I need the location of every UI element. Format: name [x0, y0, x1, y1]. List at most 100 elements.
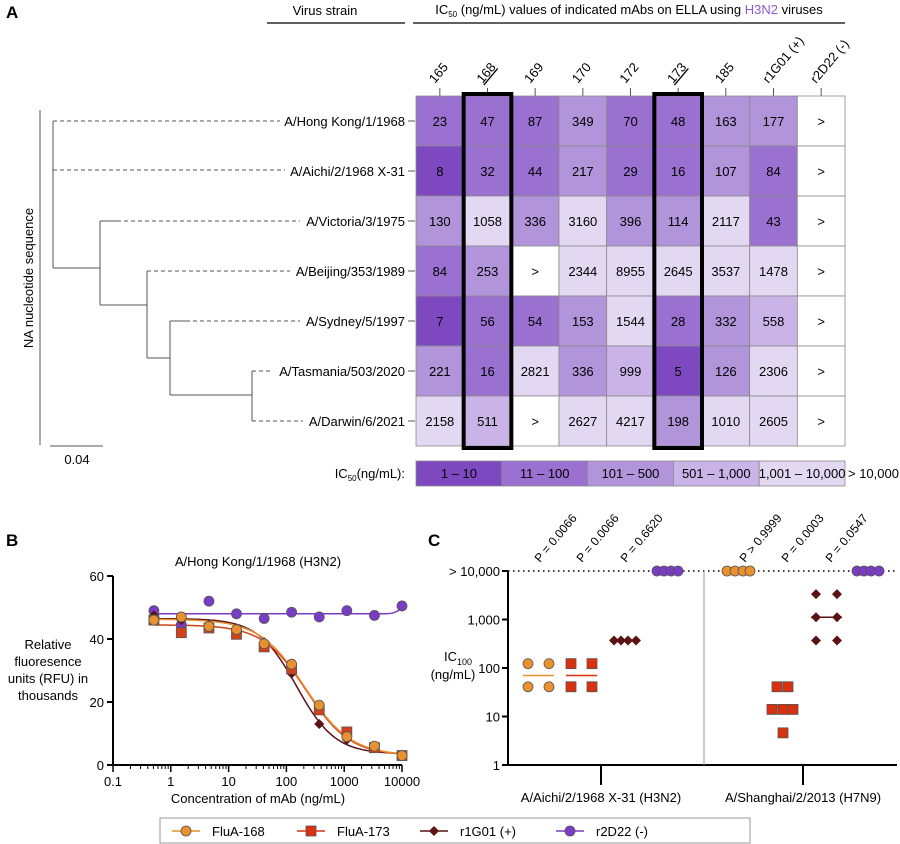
x-tick-label: 100	[276, 774, 298, 789]
heatmap-cell-value: 107	[715, 164, 737, 179]
point-FluA-168	[313, 699, 325, 711]
point-FluA-168	[543, 681, 555, 693]
strain-label: A/Darwin/6/2021	[309, 414, 405, 429]
heatmap-cell	[701, 95, 751, 147]
chart-b-ylabel: Relative fluoresence units (RFU) in thou…	[8, 637, 88, 703]
legend-label: r1G01 (+)	[460, 824, 516, 839]
heatmap-cell-value: 32	[480, 164, 494, 179]
group-label: A/Aichi/2/1968 X-31 (H3N2)	[521, 790, 681, 805]
heatmap-cell	[653, 145, 703, 197]
column-label: 185	[712, 60, 737, 86]
heatmap-cell-value: >	[531, 414, 539, 429]
heatmap-cell-value: 16	[480, 364, 494, 379]
curve-FluA-168	[153, 618, 403, 755]
heatmap-cell	[463, 95, 512, 147]
point-r2D22 (-)	[369, 609, 380, 621]
curve-r2D22 (-)	[153, 607, 403, 615]
heatmap-cell	[796, 95, 846, 147]
heatmap-cell-value: 163	[715, 114, 737, 129]
legend-marker-r2D22 (-)	[564, 825, 576, 837]
chart-b-axes	[112, 576, 402, 766]
point-r2D22 (-)	[258, 613, 270, 624]
chart-c-ylabel: IC100	[444, 649, 472, 667]
legend-label: r2D22 (-)	[596, 824, 648, 839]
svg-text:Relative: Relative	[25, 637, 72, 652]
heatmap-cell	[558, 395, 608, 447]
point-r2D22 (-)	[231, 608, 242, 620]
heatmap-cell-value: 2344	[568, 264, 597, 279]
p-value-label: P = 0.0066	[574, 511, 622, 565]
tree-axis-label: NA nucleotide sequence	[21, 208, 36, 348]
heatmap-cell-value: 2605	[759, 414, 788, 429]
legend-bin-label: 501 – 1,000	[682, 466, 751, 481]
heatmap-cell-value: 2645	[664, 264, 693, 279]
heatmap-cell	[606, 395, 655, 447]
heatmap-cell-value: 29	[623, 164, 637, 179]
heatmap-cell-value: 336	[572, 364, 594, 379]
p-value-label: P = 0.0066	[532, 511, 580, 565]
heatmap-cell-value: 2821	[521, 364, 550, 379]
point-FluA-173	[565, 658, 577, 670]
point-FluA-173	[782, 681, 794, 693]
heatmap-cell	[415, 345, 465, 397]
chart-b-title: A/Hong Kong/1/1968 (H3N2)	[175, 554, 341, 569]
legend-bin	[673, 460, 760, 487]
legend-bin	[415, 460, 503, 487]
ic50-color-legend: 1 – 10 11 – 100 101 – 500 501 – 1,000 1,001 …	[415, 460, 845, 487]
heatmap-cell	[463, 245, 512, 297]
point-FluA-168	[396, 750, 408, 761]
chart-b: 0 20 40 60 0.1 1 10 100 1000 10000	[90, 569, 421, 789]
y-tick-label: 60	[90, 569, 104, 584]
strain-label: A/Victoria/3/1975	[306, 214, 405, 229]
point-FluA-173	[586, 658, 598, 670]
heatmap-cell-value: 2627	[568, 414, 597, 429]
heatmap-cell-value: 336	[524, 214, 546, 229]
heatmap-cell-value: 8	[436, 164, 443, 179]
point-FluA-168	[175, 611, 187, 623]
heatmap-cell	[749, 245, 798, 297]
heatmap-cell-value: 23	[433, 114, 447, 129]
heatmap-cell-value: 217	[572, 164, 594, 179]
x-tick-label: 0.1	[104, 774, 122, 789]
legend-label: FluA-173	[337, 824, 390, 839]
point-FluA-173	[771, 681, 783, 693]
column-label: 165	[426, 60, 451, 86]
column-label: 170	[569, 60, 594, 86]
y-tick-label: 1,000	[467, 613, 500, 628]
heatmap-cell	[606, 195, 655, 247]
strain-label: A/Beijing/353/1989	[296, 264, 405, 279]
point-FluA-173	[766, 704, 778, 715]
strain-labels: A/Hong Kong/1/1968 A/Aichi/2/1968 X-31 A/V…	[279, 114, 415, 429]
heatmap-cell-value: 1544	[616, 314, 645, 329]
heatmap-cell-value: >	[817, 214, 825, 229]
heatmap-cell	[415, 95, 465, 147]
p-value-label: P = 0.6620	[618, 511, 666, 565]
p-value-label: P > 0.9999	[737, 511, 785, 565]
point-r2D22 (-)	[672, 565, 684, 577]
legend-above-label: > 10,000	[848, 466, 899, 481]
point-r2D22 (-)	[873, 565, 885, 577]
x-tick-label: 1	[167, 774, 174, 789]
heatmap-cell-value: 7	[436, 314, 443, 329]
heatmap-cell-value: 3537	[711, 264, 740, 279]
phylogenetic-tree: NA nucleotide sequence 0.04	[21, 110, 303, 467]
heatmap-cell-value: 1058	[473, 214, 502, 229]
y-tick-label: 20	[90, 695, 104, 710]
heatmap-cell	[653, 345, 703, 397]
column-labels: 165 168 169 170 172 173 185 r1G01 (+) r2D22 (-)	[426, 33, 852, 96]
heatmap-cell-value: 56	[480, 314, 494, 329]
point-r1G01 (+)	[609, 635, 619, 646]
heatmap-cell	[701, 145, 751, 197]
heatmap-cell-value: 2158	[425, 414, 454, 429]
y-tick-label: 100	[478, 661, 500, 676]
heatmap-cell	[606, 245, 655, 297]
x-tick-label: 10	[221, 774, 235, 789]
legend-bin	[587, 460, 674, 487]
p-value-label: P = 0.0547	[823, 511, 871, 565]
heatmap-cell	[558, 345, 608, 397]
heatmap-cell-value: 558	[763, 314, 785, 329]
chart-c-ylabel-unit: (ng/mL)	[431, 667, 476, 682]
heatmap-cell	[415, 395, 465, 447]
heatmap: 23 47 87 349 70 48 163 177 >8 32 44 217 29 16 107 84 >13…	[415, 92, 846, 450]
